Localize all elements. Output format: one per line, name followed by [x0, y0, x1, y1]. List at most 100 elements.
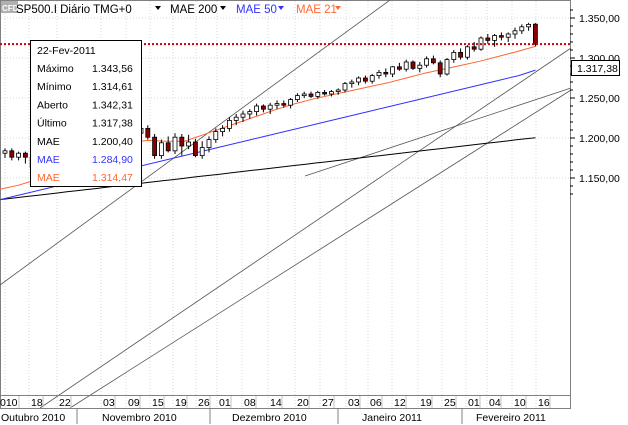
x-day-label: 09: [128, 397, 140, 409]
candle-body: [179, 136, 185, 147]
x-day-label: 06: [370, 397, 382, 409]
x-day-label: 04: [489, 397, 501, 409]
candle: [492, 34, 498, 47]
candle: [152, 134, 158, 159]
x-day-label: 27: [322, 397, 334, 409]
mae21-dropdown-icon[interactable]: [335, 6, 341, 10]
candle-body: [254, 105, 260, 112]
candle: [526, 22, 531, 31]
price-tag-value: 1.317,38: [577, 63, 618, 75]
candle: [199, 141, 205, 159]
candle: [281, 100, 287, 108]
candle-body: [172, 136, 178, 152]
candle: [145, 125, 151, 140]
candle: [260, 104, 266, 113]
candle: [213, 128, 219, 143]
candle: [335, 88, 341, 95]
candle: [451, 50, 457, 63]
symbol-label[interactable]: SP500.I Diário TMG+0: [16, 4, 132, 16]
candle-body: [267, 104, 273, 110]
candle-body: [294, 95, 300, 100]
candle-body: [335, 89, 341, 93]
candle: [172, 133, 178, 154]
candle: [362, 75, 368, 84]
candle-body: [458, 52, 464, 58]
candle-body: [362, 77, 368, 82]
mae50-dropdown-icon[interactable]: [278, 6, 284, 10]
candle-body: [226, 120, 232, 129]
x-day-label: 10: [514, 397, 526, 409]
info-row-label: Máximo: [37, 63, 74, 75]
mae21-label[interactable]: MAE 21: [296, 4, 337, 16]
x-day-label: 03: [348, 397, 360, 409]
candle-body: [492, 35, 498, 41]
chart-header: CFD SP500.I Diário TMG+0 MAE 200 MAE 50 …: [1, 1, 341, 16]
candle: [437, 60, 443, 78]
logo-badge: [1, 1, 18, 13]
candle-body: [512, 30, 518, 35]
candle-body: [464, 46, 470, 58]
candle-body: [186, 141, 192, 147]
x-month-label: Janeiro 2011: [362, 412, 422, 424]
candle-body: [315, 92, 321, 97]
candle: [315, 90, 321, 99]
x-day-label: 26: [198, 397, 210, 409]
x-day-label: 01: [468, 397, 480, 409]
candle: [471, 42, 477, 52]
info-row-value: 1.343,56: [92, 63, 133, 75]
candle-body: [281, 103, 287, 106]
candle-body: [376, 72, 382, 77]
info-row-value: 1.314,47: [92, 172, 133, 184]
candle: [376, 70, 382, 79]
x-day-label: 19: [420, 397, 432, 409]
info-row-label: Último: [37, 117, 67, 130]
candle: [308, 91, 314, 98]
candle: [417, 62, 423, 73]
candle: [240, 110, 246, 122]
x-day-label: 19: [175, 397, 187, 409]
x-day-label: 25: [444, 397, 456, 409]
candle-body: [498, 35, 504, 38]
info-row-label: MAE: [37, 154, 60, 166]
candle: [2, 148, 8, 158]
candle: [165, 136, 171, 153]
mae50-label[interactable]: MAE 50: [236, 4, 277, 16]
x-day-label: 03: [103, 397, 115, 409]
candle: [519, 24, 525, 34]
symbol-dropdown-icon[interactable]: [155, 6, 161, 10]
info-row-value: 1.200,40: [92, 136, 133, 148]
y-tick-label: 1.150,00: [579, 173, 620, 185]
candle: [226, 117, 232, 132]
candle-body: [349, 81, 355, 85]
candle-body: [301, 93, 307, 97]
candle: [403, 59, 409, 72]
candle-body: [424, 58, 430, 66]
mae200-label[interactable]: MAE 200: [170, 4, 217, 16]
info-row-value: 1.284,90: [92, 154, 133, 166]
candle: [220, 125, 226, 137]
candle: [444, 58, 450, 76]
x-day-label: 14: [270, 397, 282, 409]
candle-body: [152, 136, 158, 156]
candle-body: [206, 139, 212, 149]
x-day-label: 22: [59, 397, 71, 409]
mae200-dropdown-icon[interactable]: [220, 6, 226, 10]
candle-body: [471, 46, 477, 50]
candle: [458, 48, 464, 60]
candle: [158, 139, 164, 159]
candle-body: [22, 152, 28, 158]
price-tag-box: [571, 60, 620, 76]
info-date: 22-Fev-2011: [37, 45, 96, 57]
candle-body: [519, 26, 525, 32]
candle: [383, 68, 389, 78]
info-row-value: 1.314,61: [92, 81, 133, 93]
y-tick-label: 1.250,00: [579, 93, 620, 105]
x-day-label: 16: [538, 397, 550, 409]
candle: [247, 109, 253, 119]
info-row-label: Aberto: [37, 99, 68, 111]
candle-body: [145, 127, 151, 138]
candle-body: [288, 99, 294, 106]
candle-body: [390, 66, 396, 75]
candle-body: [165, 142, 171, 152]
